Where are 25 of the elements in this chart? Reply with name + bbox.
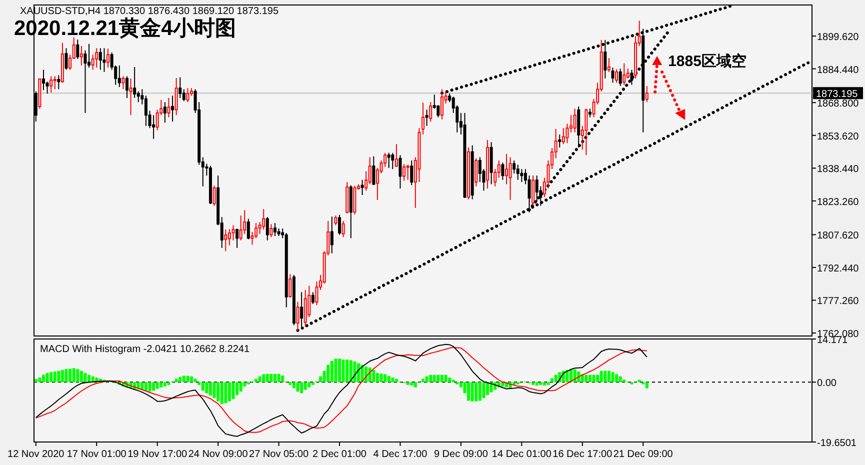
y-tick-label: 1838.440 (817, 164, 860, 176)
x-tick-label: 16 Dec 17:00 (552, 449, 613, 460)
text: MACD With Histogram -2.0421 10.2662 8.2241 (40, 344, 250, 355)
y-tick-label: 1807.620 (817, 230, 860, 242)
y-tick-label: 1777.260 (817, 296, 860, 308)
x-tick-label: 14 Dec 01:00 (492, 449, 552, 460)
y-tick-label: -19.6501 (817, 438, 857, 449)
x-tick-label: 19 Nov 17:00 (128, 449, 188, 460)
y-tick-label: 1823.260 (817, 196, 860, 208)
y-tick-label: 1899.620 (817, 32, 860, 44)
y-tick-label: 0.00 (817, 378, 837, 390)
x-tick-label: 21 Dec 09:00 (613, 449, 674, 460)
y-tick-label: 1884.440 (817, 64, 860, 76)
y-tick-label: 1853.620 (817, 131, 860, 142)
x-tick-label: 4 Dec 17:00 (373, 449, 428, 460)
annotation: 1885区域空 (668, 52, 746, 70)
x-tick-label: 24 Nov 09:00 (188, 449, 248, 460)
ref-line-label: 1873.195 (816, 89, 858, 100)
x-tick-label: 27 Nov 05:00 (249, 449, 309, 460)
x-tick-label: 9 Dec 09:00 (434, 449, 488, 460)
y-tick-label: 1868.800 (817, 98, 860, 110)
y-tick-label: 1792.440 (817, 263, 860, 274)
x-tick-label: 2 Dec 01:00 (312, 449, 367, 460)
x-tick-label: 17 Nov 01:00 (66, 449, 127, 460)
x-tick-label: 12 Nov 2020 (8, 449, 65, 460)
